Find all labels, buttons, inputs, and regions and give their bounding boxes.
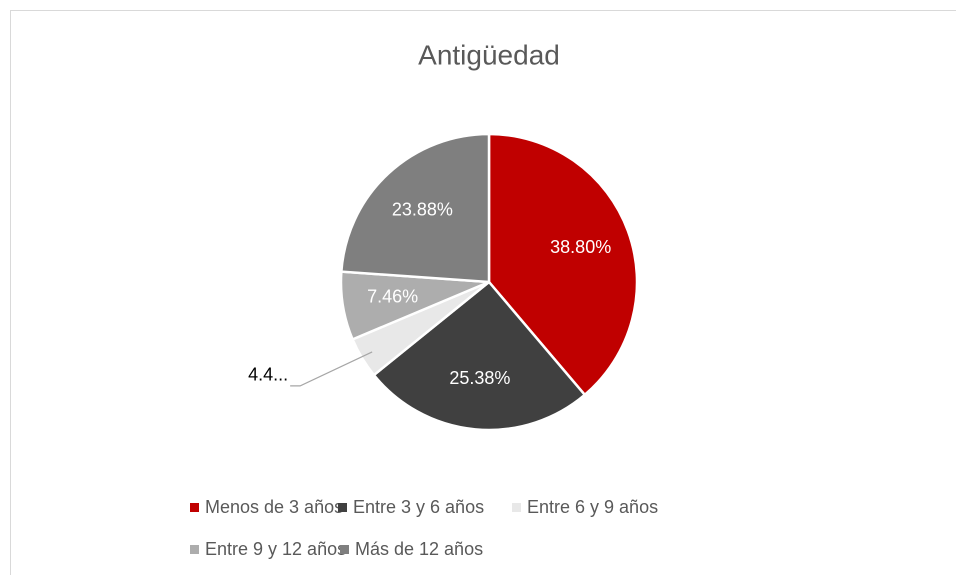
legend-label: Entre 9 y 12 años [205,539,346,559]
data-label: 7.46% [367,287,418,307]
data-label: 23.88% [392,199,453,219]
pie-slice [372,280,587,432]
leader-line [290,351,373,387]
pie-slice [487,132,639,397]
pie-slice [340,132,491,284]
legend-swatch [512,503,521,512]
chart-title: Antigüedad [418,39,560,70]
data-label: 4.4... [248,365,288,385]
legend-label: Menos de 3 años [205,497,343,517]
data-label: 38.80% [550,237,611,257]
legend-swatch [338,503,347,512]
legend-swatch [340,545,349,554]
legend-label: Más de 12 años [355,539,483,559]
legend-swatch [190,503,199,512]
data-label: 25.38% [449,368,510,388]
legend-swatch [190,545,199,554]
legend-label: Entre 6 y 9 años [527,497,658,517]
legend-label: Entre 3 y 6 años [353,497,484,517]
